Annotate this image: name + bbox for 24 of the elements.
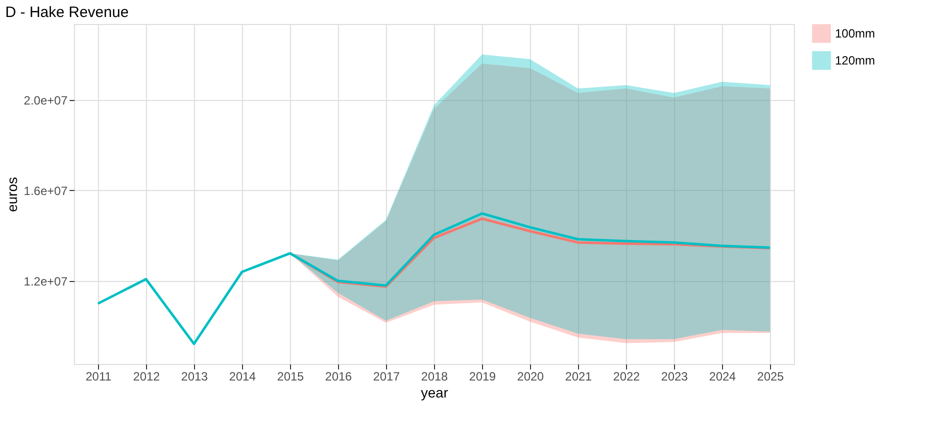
y-tick-label: 1.6e+07	[24, 184, 68, 198]
x-tick-label: 2015	[277, 370, 304, 384]
x-tick-label: 2022	[613, 370, 640, 384]
chart-title: D - Hake Revenue	[5, 4, 129, 21]
x-axis-title: year	[420, 384, 448, 400]
x-tick-label: 2020	[517, 370, 544, 384]
x-tick-label: 2017	[373, 370, 400, 384]
x-tick-label: 2018	[421, 370, 448, 384]
y-axis-title: euros	[4, 176, 20, 212]
x-tick-label: 2014	[229, 370, 256, 384]
legend-label: 100mm	[835, 26, 876, 40]
x-tick-label: 2025	[757, 370, 784, 384]
x-tick-label: 2016	[325, 370, 352, 384]
x-tick-label: 2011	[86, 370, 112, 384]
y-tick-label: 1.2e+07	[24, 274, 68, 288]
x-tick-label: 2023	[661, 370, 688, 384]
y-tick-label: 2.0e+07	[24, 93, 68, 108]
x-tick-label: 2021	[565, 370, 592, 384]
x-tick-label: 2019	[469, 370, 496, 384]
line-series	[96, 212, 772, 346]
x-tick-label: 2013	[181, 370, 208, 384]
x-tick-label: 2012	[133, 370, 160, 384]
x-tick-label: 2024	[709, 370, 736, 384]
legend-label: 120mm	[835, 54, 876, 68]
